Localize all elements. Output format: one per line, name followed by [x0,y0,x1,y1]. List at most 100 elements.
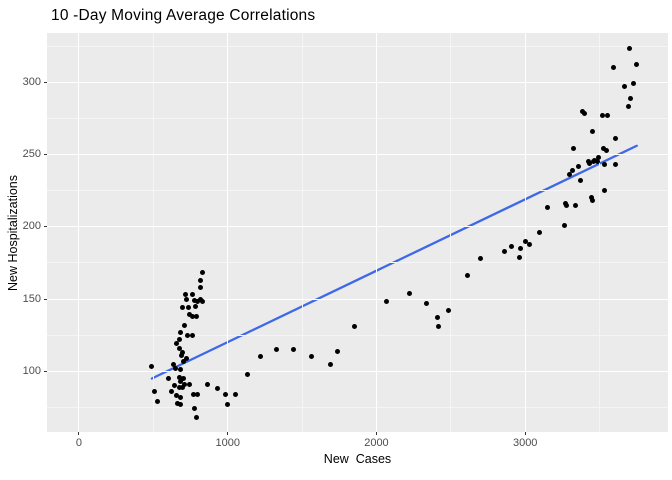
y-gridline-major [47,81,668,83]
x-gridline-minor [152,33,154,432]
x-axis-title: New Cases [323,452,392,466]
data-point [178,378,184,384]
data-point [478,256,484,262]
x-gridline-major [375,33,377,432]
y-tick-label: 100 [22,364,41,377]
data-point [173,365,179,371]
x-tick-label: 2000 [364,437,389,449]
data-point [191,391,196,397]
data-point [591,157,597,163]
y-tick-label: 300 [22,75,41,88]
data-point [193,303,199,309]
y-tick-mark [44,370,47,372]
data-point [626,46,632,52]
data-point [195,391,201,397]
data-point [383,299,389,305]
data-point [169,389,175,395]
data-point [185,305,191,311]
data-point [579,108,585,114]
chart-title: 10 -Day Moving Average Correlations [51,7,316,24]
data-point [596,154,602,160]
data-point [509,244,515,250]
data-point [176,384,182,390]
x-gridline-major [78,33,80,432]
data-point [198,296,204,302]
x-tick-mark [78,432,80,435]
data-point [233,391,239,397]
y-gridline-minor [47,406,668,408]
data-point [225,402,231,408]
data-point [244,371,250,377]
data-point [327,361,333,367]
data-point [205,381,211,387]
data-point [177,394,183,400]
data-point [501,248,507,254]
y-gridline-major [47,226,668,228]
y-axis-title: New Hospitalizations [6,174,20,292]
x-tick-mark [227,432,229,435]
data-point [173,341,179,347]
data-point [436,323,442,329]
data-point [193,415,199,421]
data-point [631,81,637,87]
data-point [600,112,606,118]
trend-line [150,144,638,380]
data-point [179,384,185,390]
data-point [308,354,314,360]
data-point [601,162,607,168]
x-tick-label: 0 [75,437,83,449]
data-point [257,354,263,360]
data-point [523,238,529,244]
data-point [423,300,429,306]
data-point [589,198,595,204]
y-gridline-major [47,370,668,372]
data-point [178,329,184,335]
data-point [199,270,205,276]
data-point [183,355,189,361]
data-point [335,348,341,354]
data-point [611,65,617,71]
data-point [517,245,523,251]
data-point [170,361,176,367]
data-point [180,376,186,381]
data-point [192,406,198,412]
y-tick-mark [44,81,47,83]
y-tick-mark [44,298,47,300]
x-gridline-minor [301,33,303,432]
data-point [176,336,182,342]
data-point [589,128,595,134]
data-point [571,146,577,152]
data-point [176,345,182,351]
data-point [173,393,179,399]
data-point [563,202,569,208]
data-point [176,374,182,380]
y-tick-label: 150 [22,292,41,305]
data-point [603,147,609,153]
data-point [187,381,193,387]
data-point [588,195,594,201]
data-point [604,112,610,118]
data-point [222,391,228,397]
x-tick-label: 3000 [512,437,538,449]
data-point [177,402,183,408]
data-point [613,136,619,142]
data-point [594,159,600,165]
data-point [152,389,158,395]
x-gridline-minor [599,33,601,432]
y-tick-label: 200 [22,220,41,233]
data-point [516,254,522,260]
data-point [628,95,634,101]
data-point [602,188,608,194]
y-gridline-minor [47,117,668,119]
data-point [155,399,161,405]
data-point [182,292,188,298]
data-point [446,308,452,314]
data-point [600,146,606,152]
y-gridline-minor [47,45,668,47]
data-point [527,241,533,247]
data-point [633,62,639,68]
data-point [149,364,155,370]
data-point [613,162,619,168]
data-point [185,332,191,338]
